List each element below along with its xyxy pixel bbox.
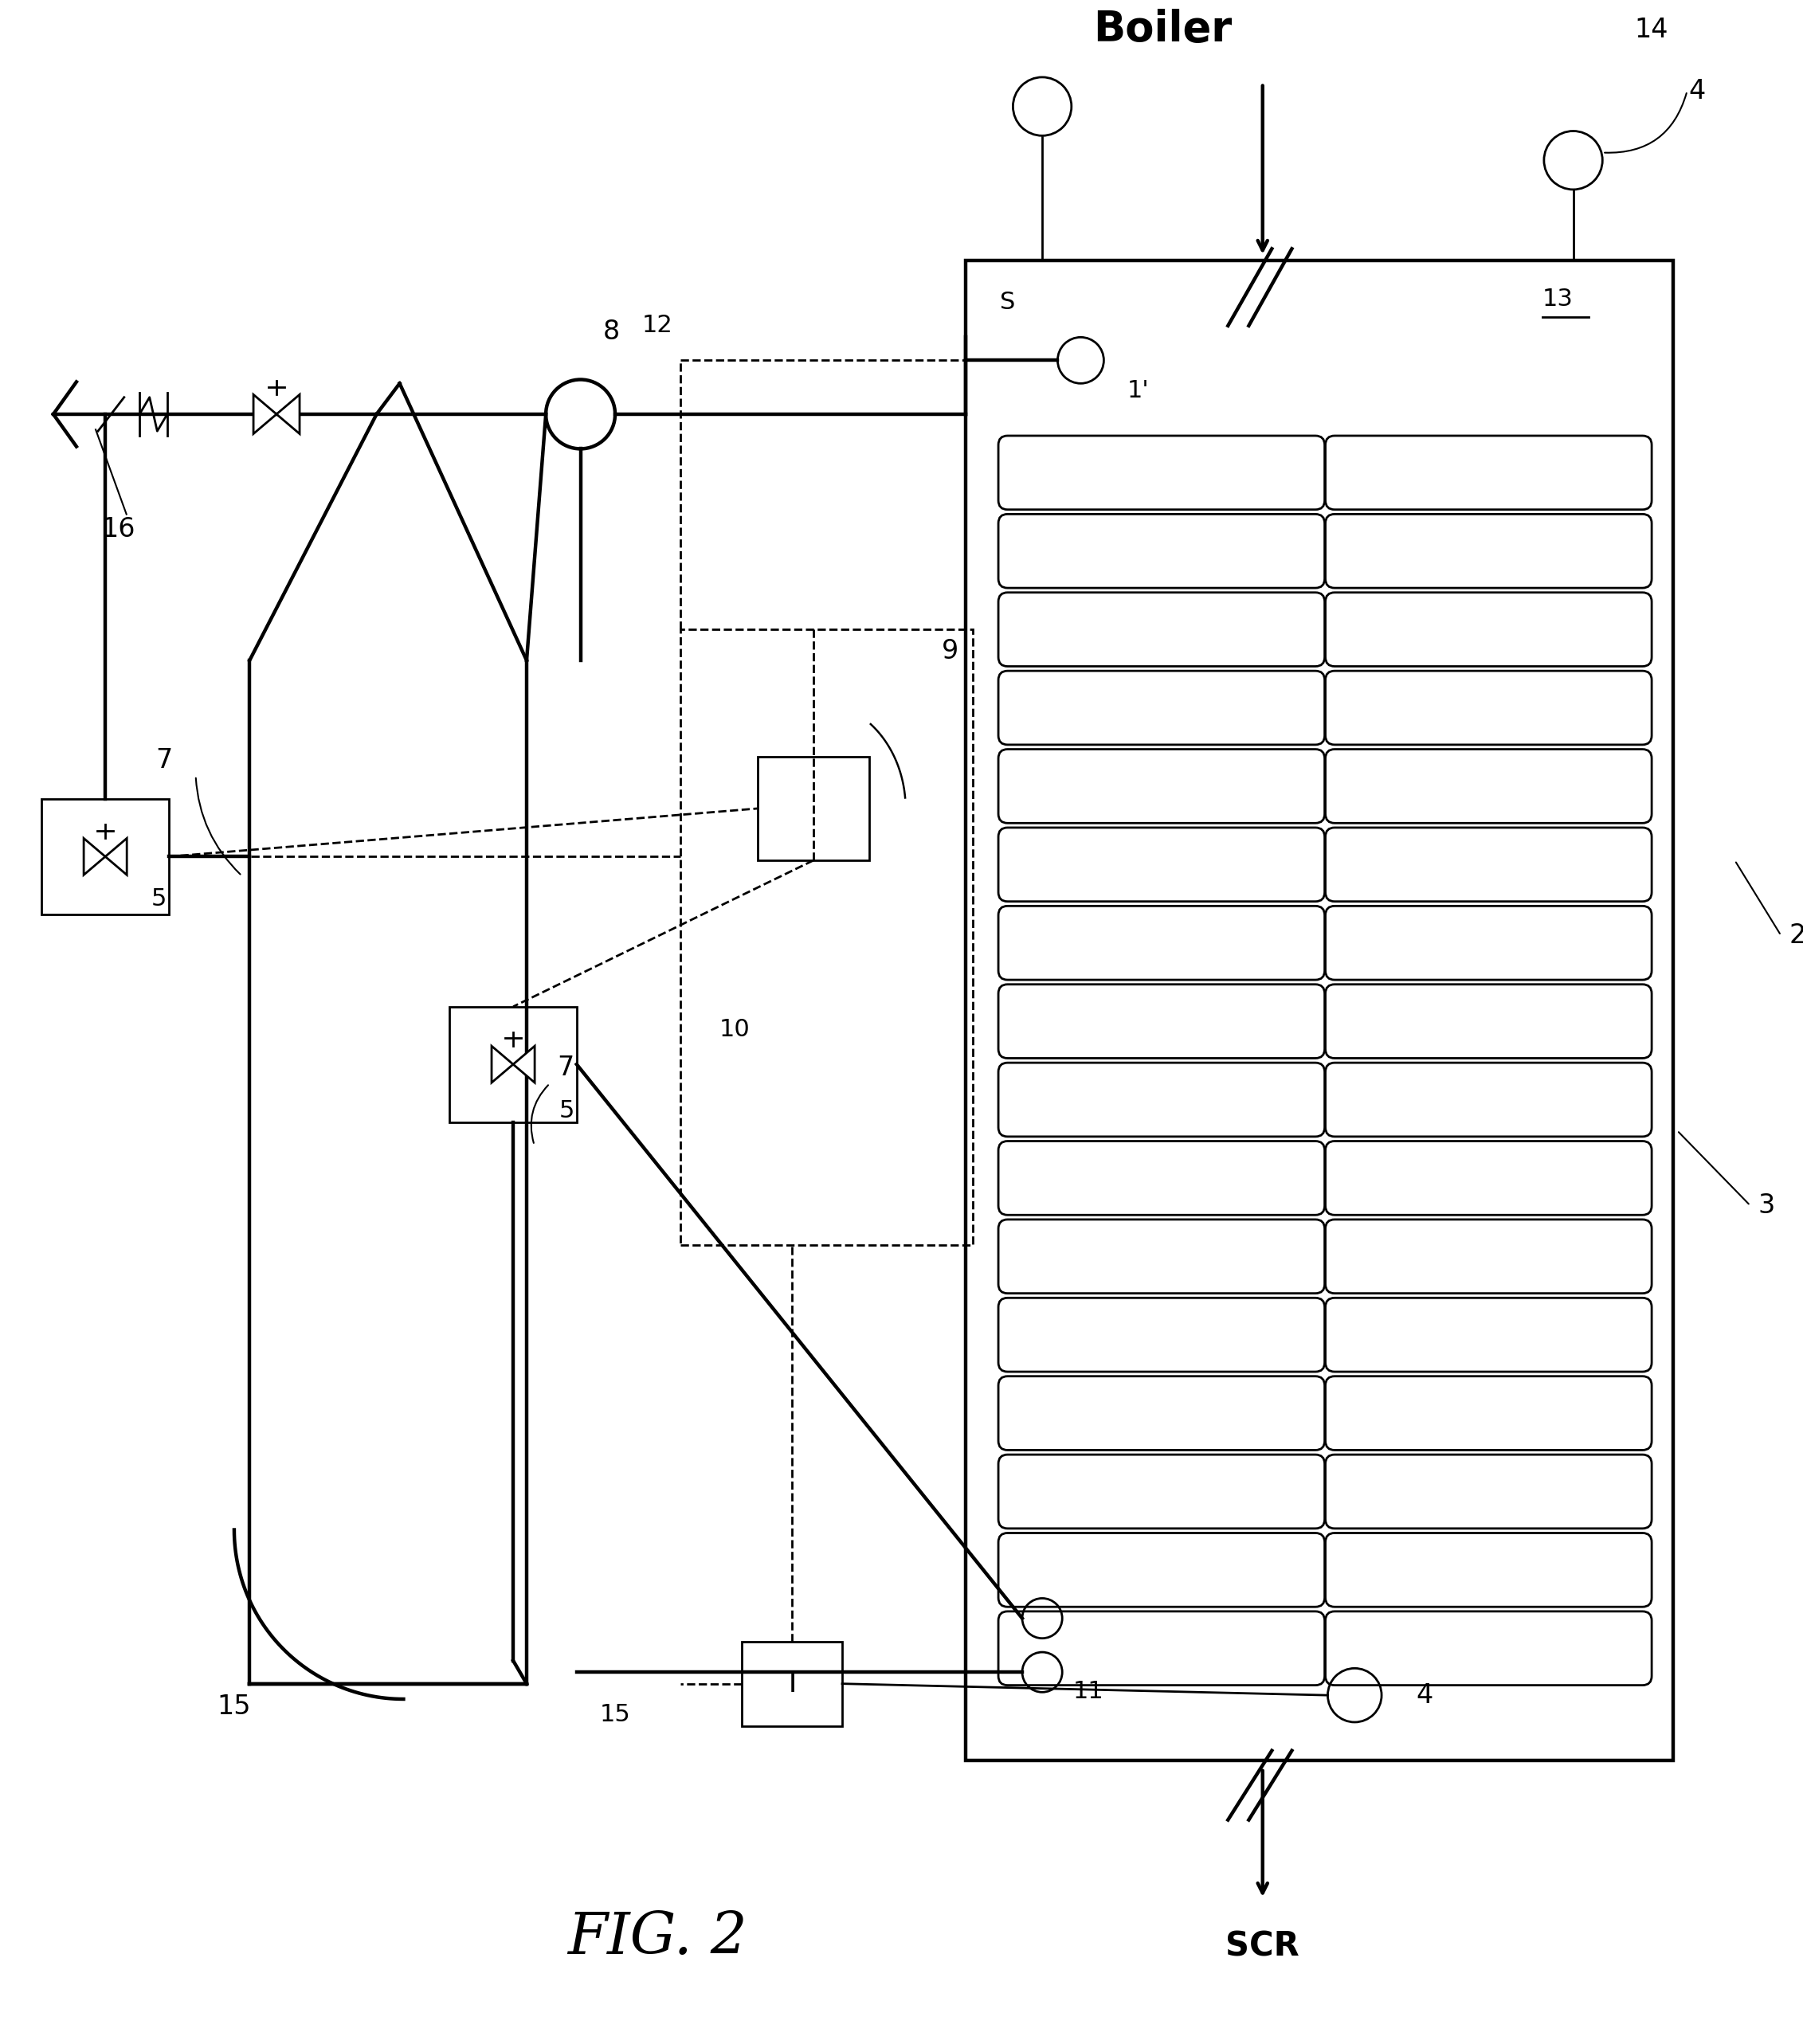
Polygon shape: [83, 838, 105, 875]
Bar: [449, 1006, 577, 1122]
Text: 11: 11: [1073, 1680, 1103, 1703]
Bar: [41, 799, 169, 914]
Bar: [757, 756, 869, 861]
Bar: [743, 1641, 842, 1725]
Text: 5: 5: [559, 1100, 575, 1122]
Text: 12: 12: [642, 315, 673, 337]
Text: 10: 10: [719, 1018, 750, 1040]
Text: 13: 13: [1542, 288, 1574, 311]
Text: 4: 4: [1415, 1682, 1433, 1709]
Bar: [965, 260, 1673, 1760]
Text: 8: 8: [602, 319, 620, 345]
Text: 7: 7: [155, 748, 173, 773]
Text: 9: 9: [941, 638, 959, 664]
Polygon shape: [254, 394, 276, 433]
Text: SCR: SCR: [1226, 1930, 1300, 1964]
Polygon shape: [105, 838, 126, 875]
Text: S: S: [1001, 290, 1015, 315]
Text: 16: 16: [101, 517, 135, 544]
Text: 2': 2': [1789, 922, 1803, 948]
Text: 5: 5: [151, 887, 168, 910]
Text: 3: 3: [1758, 1192, 1774, 1218]
Text: 4: 4: [1689, 78, 1706, 104]
Text: FIG. 2: FIG. 2: [568, 1909, 748, 1966]
Text: T: T: [783, 1670, 801, 1697]
Bar: [680, 630, 974, 1245]
Text: 1': 1': [1127, 380, 1149, 403]
Text: 15: 15: [600, 1703, 631, 1725]
Polygon shape: [276, 394, 299, 433]
Text: 14: 14: [1635, 16, 1668, 43]
Text: 7: 7: [557, 1055, 575, 1081]
Polygon shape: [514, 1047, 535, 1083]
Text: Boiler: Boiler: [1093, 8, 1231, 51]
Text: 15: 15: [216, 1694, 251, 1719]
Polygon shape: [492, 1047, 514, 1083]
